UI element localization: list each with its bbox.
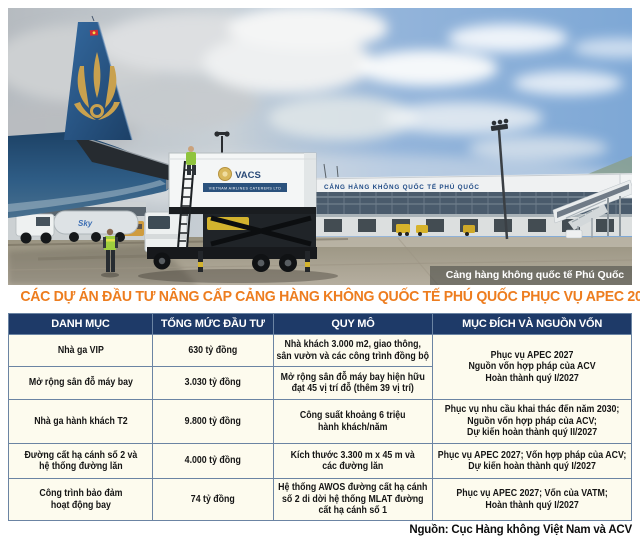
vacs-logo-text: VACS [235, 170, 261, 181]
cell-category: Đường cất hạ cánh số 2 và hệ thống đường… [8, 443, 153, 479]
cell-scale: Nhà khách 3.000 m2, giao thông, sân vườn… [272, 334, 434, 367]
cell-category: Công trình bảo đảm hoạt động bay [8, 478, 153, 521]
ladder [177, 160, 195, 249]
cell-scale: Mở rộng sân đỗ máy bay hiện hữu đạt 45 v… [272, 366, 434, 400]
table-row: Nhà ga hành khách T2 9.800 tỷ đồng Công … [8, 399, 632, 444]
terminal-sign-text: CẢNG HÀNG KHÔNG QUỐC TẾ PHÚ QUỐC [324, 181, 480, 191]
cell-category: Nhà ga hành khách T2 [8, 399, 153, 444]
ground-vehicles [396, 224, 475, 236]
photo-caption: Cảng hàng không quốc tế Phú Quốc [429, 266, 632, 285]
cell-scale: Công suất khoảng 6 triệu hành khách/năm [272, 399, 434, 444]
cell-investment: 3.030 tỷ đồng [151, 366, 274, 400]
cell-scale: Hệ thống AWOS đường cất hạ cánh số 2 di … [272, 478, 434, 521]
infographic-title-text: CÁC DỰ ÁN ĐẦU TƯ NÂNG CẤP CẢNG HÀNG KHÔN… [20, 288, 640, 305]
header-category: DANH MỤC [8, 313, 153, 335]
cell-category: Nhà ga VIP [8, 334, 153, 367]
table-row: Mở rộng sân đỗ máy bay 3.030 tỷ đồng Mở … [8, 366, 632, 400]
source-credit: Nguồn: Cục Hàng không Việt Nam và ACV [409, 524, 632, 536]
ground-worker [101, 228, 119, 278]
table-row: Đường cất hạ cánh số 2 và hệ thống đường… [8, 443, 632, 479]
header-scale: QUY MÔ [272, 313, 434, 335]
apron-lamp [214, 131, 230, 154]
cell-scale: Kích thước 3.300 m x 45 m và các đường l… [272, 443, 434, 479]
cell-purpose: Phục vụ APEC 2027; Vốn hợp pháp của ACV;… [432, 443, 632, 479]
projects-table: DANH MỤC TỔNG MỨC ĐẦU TƯ QUY MÔ MỤC ĐÍCH… [8, 313, 632, 521]
caterers-label-text: VIETNAM AIRLINES CATERERS LTD [209, 187, 282, 191]
catering-truck: VACS VIETNAM AIRLINES CATERERS LTD [138, 146, 338, 283]
terminal-building: CẢNG HÀNG KHÔNG QUỐC TẾ PHÚ QUỐC [312, 163, 632, 236]
fuel-tanker [53, 210, 139, 235]
airport-scene: CẢNG HÀNG KHÔNG QUỐC TẾ PHÚ QUỐC [8, 8, 632, 285]
cell-purpose: Phục vụ APEC 2027; Vốn của VATM; Hoàn th… [432, 478, 632, 521]
vacs-logo: VACS VIETNAM AIRLINES CATERERS LTD [203, 167, 287, 192]
cell-investment: 9.800 tỷ đồng [151, 399, 274, 444]
cell-category: Mở rộng sân đỗ máy bay [8, 366, 153, 400]
light-mast [490, 118, 509, 240]
infographic-title: CÁC DỰ ÁN ĐẦU TƯ NÂNG CẤP CẢNG HÀNG KHÔN… [0, 288, 640, 305]
worker-on-ladder [186, 146, 196, 175]
lotus-logo [74, 52, 120, 120]
header-investment: TỔNG MỨC ĐẦU TƯ [151, 313, 274, 335]
vietnam-flag [89, 29, 99, 36]
tanker-label-text: Sky [78, 219, 93, 228]
jet-bridge [552, 173, 632, 239]
table-header-row: DANH MỤC TỔNG MỨC ĐẦU TƯ QUY MÔ MỤC ĐÍCH… [8, 313, 632, 335]
cell-purpose: Phục vụ APEC 2027 Nguồn vốn hợp pháp của… [432, 334, 632, 400]
cell-investment: 74 tỷ đồng [151, 478, 274, 521]
header-purpose: MỤC ĐÍCH VÀ NGUỒN VỐN [432, 313, 632, 335]
cell-investment: 4.000 tỷ đồng [151, 443, 274, 479]
airport-photo: CẢNG HÀNG KHÔNG QUỐC TẾ PHÚ QUỐC [8, 8, 632, 285]
cell-purpose: Phục vụ nhu cầu khai thác đến năm 2030; … [432, 399, 632, 444]
table-row: Công trình bảo đảm hoạt động bay 74 tỷ đ… [8, 478, 632, 521]
cell-investment: 630 tỷ đồng [151, 334, 274, 367]
table-row: Nhà ga VIP 630 tỷ đồng Nhà khách 3.000 m… [8, 334, 632, 400]
